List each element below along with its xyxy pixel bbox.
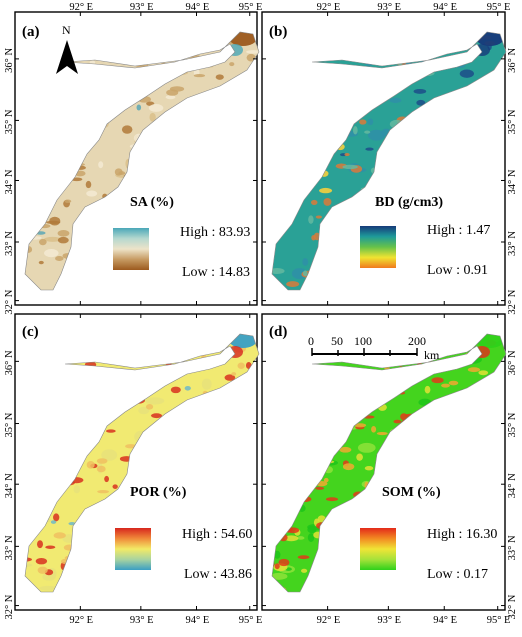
scale-tick-0: 0	[308, 334, 314, 348]
lon-tick-label: 93° E	[377, 615, 401, 626]
panel-a-title: SA (%)	[130, 195, 174, 210]
lat-tick-label: 33° N	[4, 535, 15, 560]
lon-tick-label: 94° E	[186, 2, 210, 13]
panel-a-legend-ramp	[113, 228, 149, 270]
panel-d-legend-low: Low : 0.17	[427, 567, 488, 582]
north-arrow-icon: N	[56, 23, 78, 74]
lat-tick-label: 35° N	[4, 109, 15, 134]
lon-tick-label: 94° E	[186, 615, 210, 626]
panel-d-label: (d)	[269, 324, 287, 340]
lat-tick-label: 34° N	[4, 169, 15, 194]
lon-tick-label: 95° E	[487, 615, 511, 626]
lat-tick-label: 34° N	[507, 473, 518, 498]
lat-tick-label: 36° N	[4, 48, 15, 73]
lon-tick-label: 93° E	[130, 615, 154, 626]
panel-a-label: (a)	[22, 24, 40, 40]
panel-b-label: (b)	[269, 24, 287, 40]
panel-c-legend-low: Low : 43.86	[184, 567, 252, 582]
panel-d-legend-high: High : 16.30	[427, 527, 497, 542]
panel-a-legend-high: High : 83.93	[180, 225, 250, 240]
panel-a: 92° E 93° E 94° E 95° E 32° N 33° N 34° N 35° N…	[4, 2, 263, 315]
scale-tick-100: 100	[354, 334, 372, 348]
panel-c-title: POR (%)	[130, 485, 187, 500]
panel-b-legend-low: Low : 0.91	[427, 263, 488, 278]
panel-b-legend-ramp	[360, 226, 396, 268]
lon-tick-label: 92° E	[317, 615, 341, 626]
panel-b-legend-high: High : 1.47	[427, 223, 490, 238]
lat-tick-label: 32° N	[4, 594, 15, 619]
scale-tick-50: 50	[331, 334, 343, 348]
panel-b-title: BD (g/cm3)	[375, 195, 443, 210]
panel-b: 92° E 93° E 94° E 95° E 32° N 33° N 34° N 35° N…	[261, 2, 518, 315]
lat-tick-label: 35° N	[507, 412, 518, 437]
scale-unit: km	[424, 348, 440, 362]
north-arrow-label: N	[62, 23, 71, 37]
lon-tick-label: 93° E	[130, 2, 154, 13]
lat-tick-label: 32° N	[507, 594, 518, 619]
panel-c-legend-ramp	[115, 528, 151, 570]
panel-d: 92° E 93° E 94° E 95° E32° N 33° N 34° N 35° N…	[261, 313, 518, 626]
lon-tick-label: 93° E	[377, 2, 401, 13]
scale-bar: 0 50 100 200 km	[308, 334, 440, 362]
lat-tick-label: 33° N	[507, 231, 518, 256]
panel-c-legend-high: High : 54.60	[182, 527, 252, 542]
lon-tick-label: 92° E	[317, 2, 341, 13]
lat-tick-label: 35° N	[4, 412, 15, 437]
panel-d-title: SOM (%)	[382, 485, 441, 500]
lon-tick-label: 94° E	[433, 615, 457, 626]
lon-tick-label: 95° E	[487, 2, 511, 13]
lat-tick-label: 32° N	[4, 289, 15, 314]
scale-tick-200: 200	[408, 334, 426, 348]
panel-c-label: (c)	[22, 324, 39, 340]
lon-tick-label: 92° E	[69, 615, 93, 626]
lat-tick-label: 34° N	[4, 473, 15, 498]
lon-tick-label: 94° E	[433, 2, 457, 13]
lat-tick-label: 33° N	[4, 231, 15, 256]
panel-a-legend-low: Low : 14.83	[182, 265, 250, 280]
lat-tick-label: 36° N	[507, 350, 518, 375]
lon-tick-label: 92° E	[69, 2, 93, 13]
lat-tick-label: 33° N	[507, 535, 518, 560]
lat-tick-label: 36° N	[4, 350, 15, 375]
lat-tick-label: 34° N	[507, 169, 518, 194]
panel-d-legend-ramp	[360, 528, 396, 570]
lon-tick-label: 95° E	[239, 2, 263, 13]
lon-tick-label: 95° E	[239, 615, 263, 626]
lat-tick-label: 35° N	[507, 109, 518, 134]
lat-tick-label: 36° N	[507, 48, 518, 73]
lat-tick-label: 32° N	[507, 289, 518, 314]
panel-c: 92° E 93° E 94° E 95° E 32° N 33° N 34° N 35° N…	[4, 313, 263, 626]
